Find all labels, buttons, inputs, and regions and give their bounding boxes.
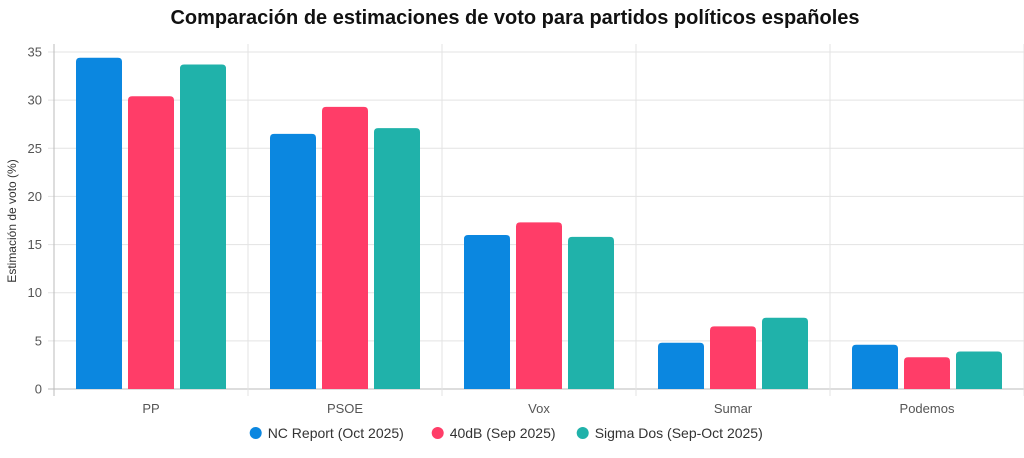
- bar-psoe-0: [270, 133, 316, 389]
- y-tick-label: 0: [35, 382, 42, 397]
- legend-label: Sigma Dos (Sep-Oct 2025): [595, 425, 763, 441]
- legend-marker: [576, 427, 589, 439]
- legend-marker: [431, 427, 444, 439]
- bar-sumar-2: [762, 317, 808, 389]
- y-tick-label: 35: [28, 45, 42, 60]
- bars: [76, 57, 1002, 390]
- bar-pp-0: [76, 57, 122, 390]
- legend-item[interactable]: 40dB (Sep 2025): [431, 425, 556, 441]
- y-tick-label: 10: [28, 285, 42, 300]
- legend-item[interactable]: NC Report (Oct 2025): [249, 425, 404, 441]
- bar-vox-1: [516, 222, 562, 389]
- bar-sumar-1: [710, 326, 756, 389]
- chart-title: Comparación de estimaciones de voto para…: [170, 7, 859, 29]
- y-axis-label: Estimación de voto (%): [5, 159, 19, 282]
- bar-pp-1: [128, 96, 174, 389]
- x-tick-label: Vox: [528, 401, 550, 416]
- legend-marker: [249, 427, 262, 439]
- y-tick-label: 5: [35, 333, 42, 348]
- bar-podemos-2: [956, 351, 1002, 389]
- x-tick-label: Podemos: [900, 401, 955, 416]
- bar-vox-2: [568, 236, 614, 389]
- bar-vox-0: [464, 234, 510, 389]
- bar-podemos-0: [852, 344, 898, 389]
- bar-sumar-0: [658, 342, 704, 389]
- bar-psoe-2: [374, 128, 420, 389]
- bar-psoe-1: [322, 106, 368, 389]
- x-axis-ticks: PP PSOE Vox Sumar Podemos: [142, 401, 955, 416]
- bar-podemos-1: [904, 357, 950, 389]
- y-tick-label: 30: [28, 93, 42, 108]
- bar-pp-2: [180, 64, 226, 389]
- legend: NC Report (Oct 2025) 40dB (Sep 2025) Sigma…: [249, 425, 763, 441]
- x-tick-label: PSOE: [327, 401, 363, 416]
- y-tick-label: 15: [28, 237, 42, 252]
- y-axis-ticks: 0 5 10 15 20 25 30 35: [28, 45, 42, 397]
- legend-label: NC Report (Oct 2025): [268, 425, 404, 441]
- y-tick-label: 25: [28, 141, 42, 156]
- legend-item[interactable]: Sigma Dos (Sep-Oct 2025): [576, 425, 763, 441]
- y-tick-label: 20: [28, 189, 42, 204]
- x-tick-label: Sumar: [714, 401, 753, 416]
- x-tick-label: PP: [142, 401, 159, 416]
- legend-label: 40dB (Sep 2025): [450, 425, 556, 441]
